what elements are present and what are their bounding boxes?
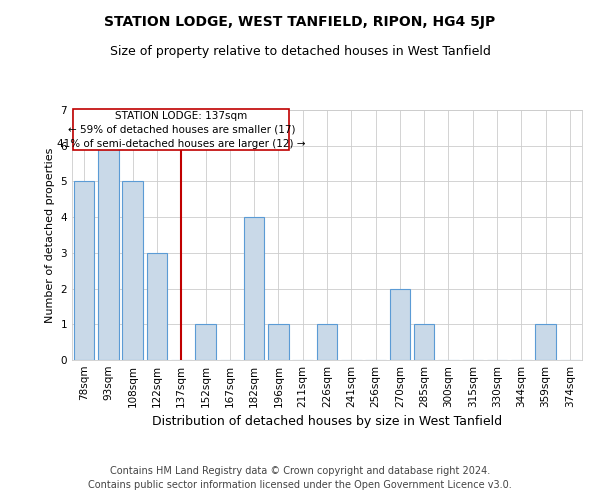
Bar <box>244 217 265 360</box>
Bar <box>389 288 410 360</box>
Text: STATION LODGE, WEST TANFIELD, RIPON, HG4 5JP: STATION LODGE, WEST TANFIELD, RIPON, HG4… <box>104 15 496 29</box>
Bar <box>268 324 289 360</box>
Bar <box>414 324 434 360</box>
Text: STATION LODGE: 137sqm
← 59% of detached houses are smaller (17)
41% of semi-deta: STATION LODGE: 137sqm ← 59% of detached … <box>57 110 305 148</box>
FancyBboxPatch shape <box>73 110 289 150</box>
X-axis label: Distribution of detached houses by size in West Tanfield: Distribution of detached houses by size … <box>152 416 502 428</box>
Bar <box>195 324 216 360</box>
Text: Contains HM Land Registry data © Crown copyright and database right 2024.
Contai: Contains HM Land Registry data © Crown c… <box>88 466 512 490</box>
Bar <box>146 253 167 360</box>
Bar <box>317 324 337 360</box>
Text: Size of property relative to detached houses in West Tanfield: Size of property relative to detached ho… <box>110 45 490 58</box>
Bar <box>122 182 143 360</box>
Bar <box>98 146 119 360</box>
Bar <box>535 324 556 360</box>
Y-axis label: Number of detached properties: Number of detached properties <box>45 148 55 322</box>
Bar <box>74 182 94 360</box>
